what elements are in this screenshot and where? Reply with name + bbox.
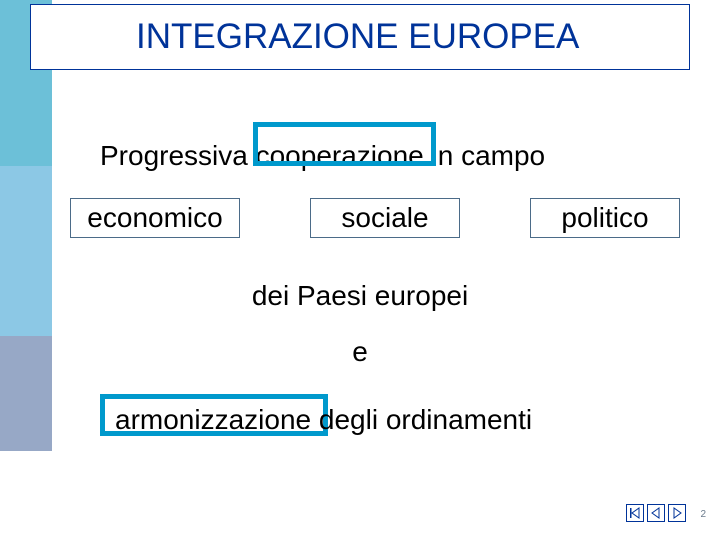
nav-first-button[interactable] — [626, 504, 644, 522]
highlight-cooperazione — [253, 122, 436, 166]
body-line-4: armonizzazione degli ordinamenti — [115, 404, 532, 436]
category-box-sociale: sociale — [310, 198, 460, 238]
sidebar-segment — [0, 451, 52, 540]
body-line-3: e — [0, 336, 720, 368]
page-number: 2 — [700, 509, 706, 520]
nav-controls — [626, 504, 686, 522]
title-box: INTEGRAZIONE EUROPEA — [30, 4, 690, 70]
nav-next-icon — [671, 507, 683, 519]
nav-prev-button[interactable] — [647, 504, 665, 522]
nav-prev-icon — [650, 507, 662, 519]
body-line-2: dei Paesi europei — [0, 280, 720, 312]
category-box-politico: politico — [530, 198, 680, 238]
nav-first-icon — [629, 507, 641, 519]
sidebar-accent — [0, 0, 52, 540]
category-box-economico: economico — [70, 198, 240, 238]
page-title: INTEGRAZIONE EUROPEA — [136, 17, 579, 57]
category-row: economico sociale politico — [70, 198, 680, 238]
nav-next-button[interactable] — [668, 504, 686, 522]
